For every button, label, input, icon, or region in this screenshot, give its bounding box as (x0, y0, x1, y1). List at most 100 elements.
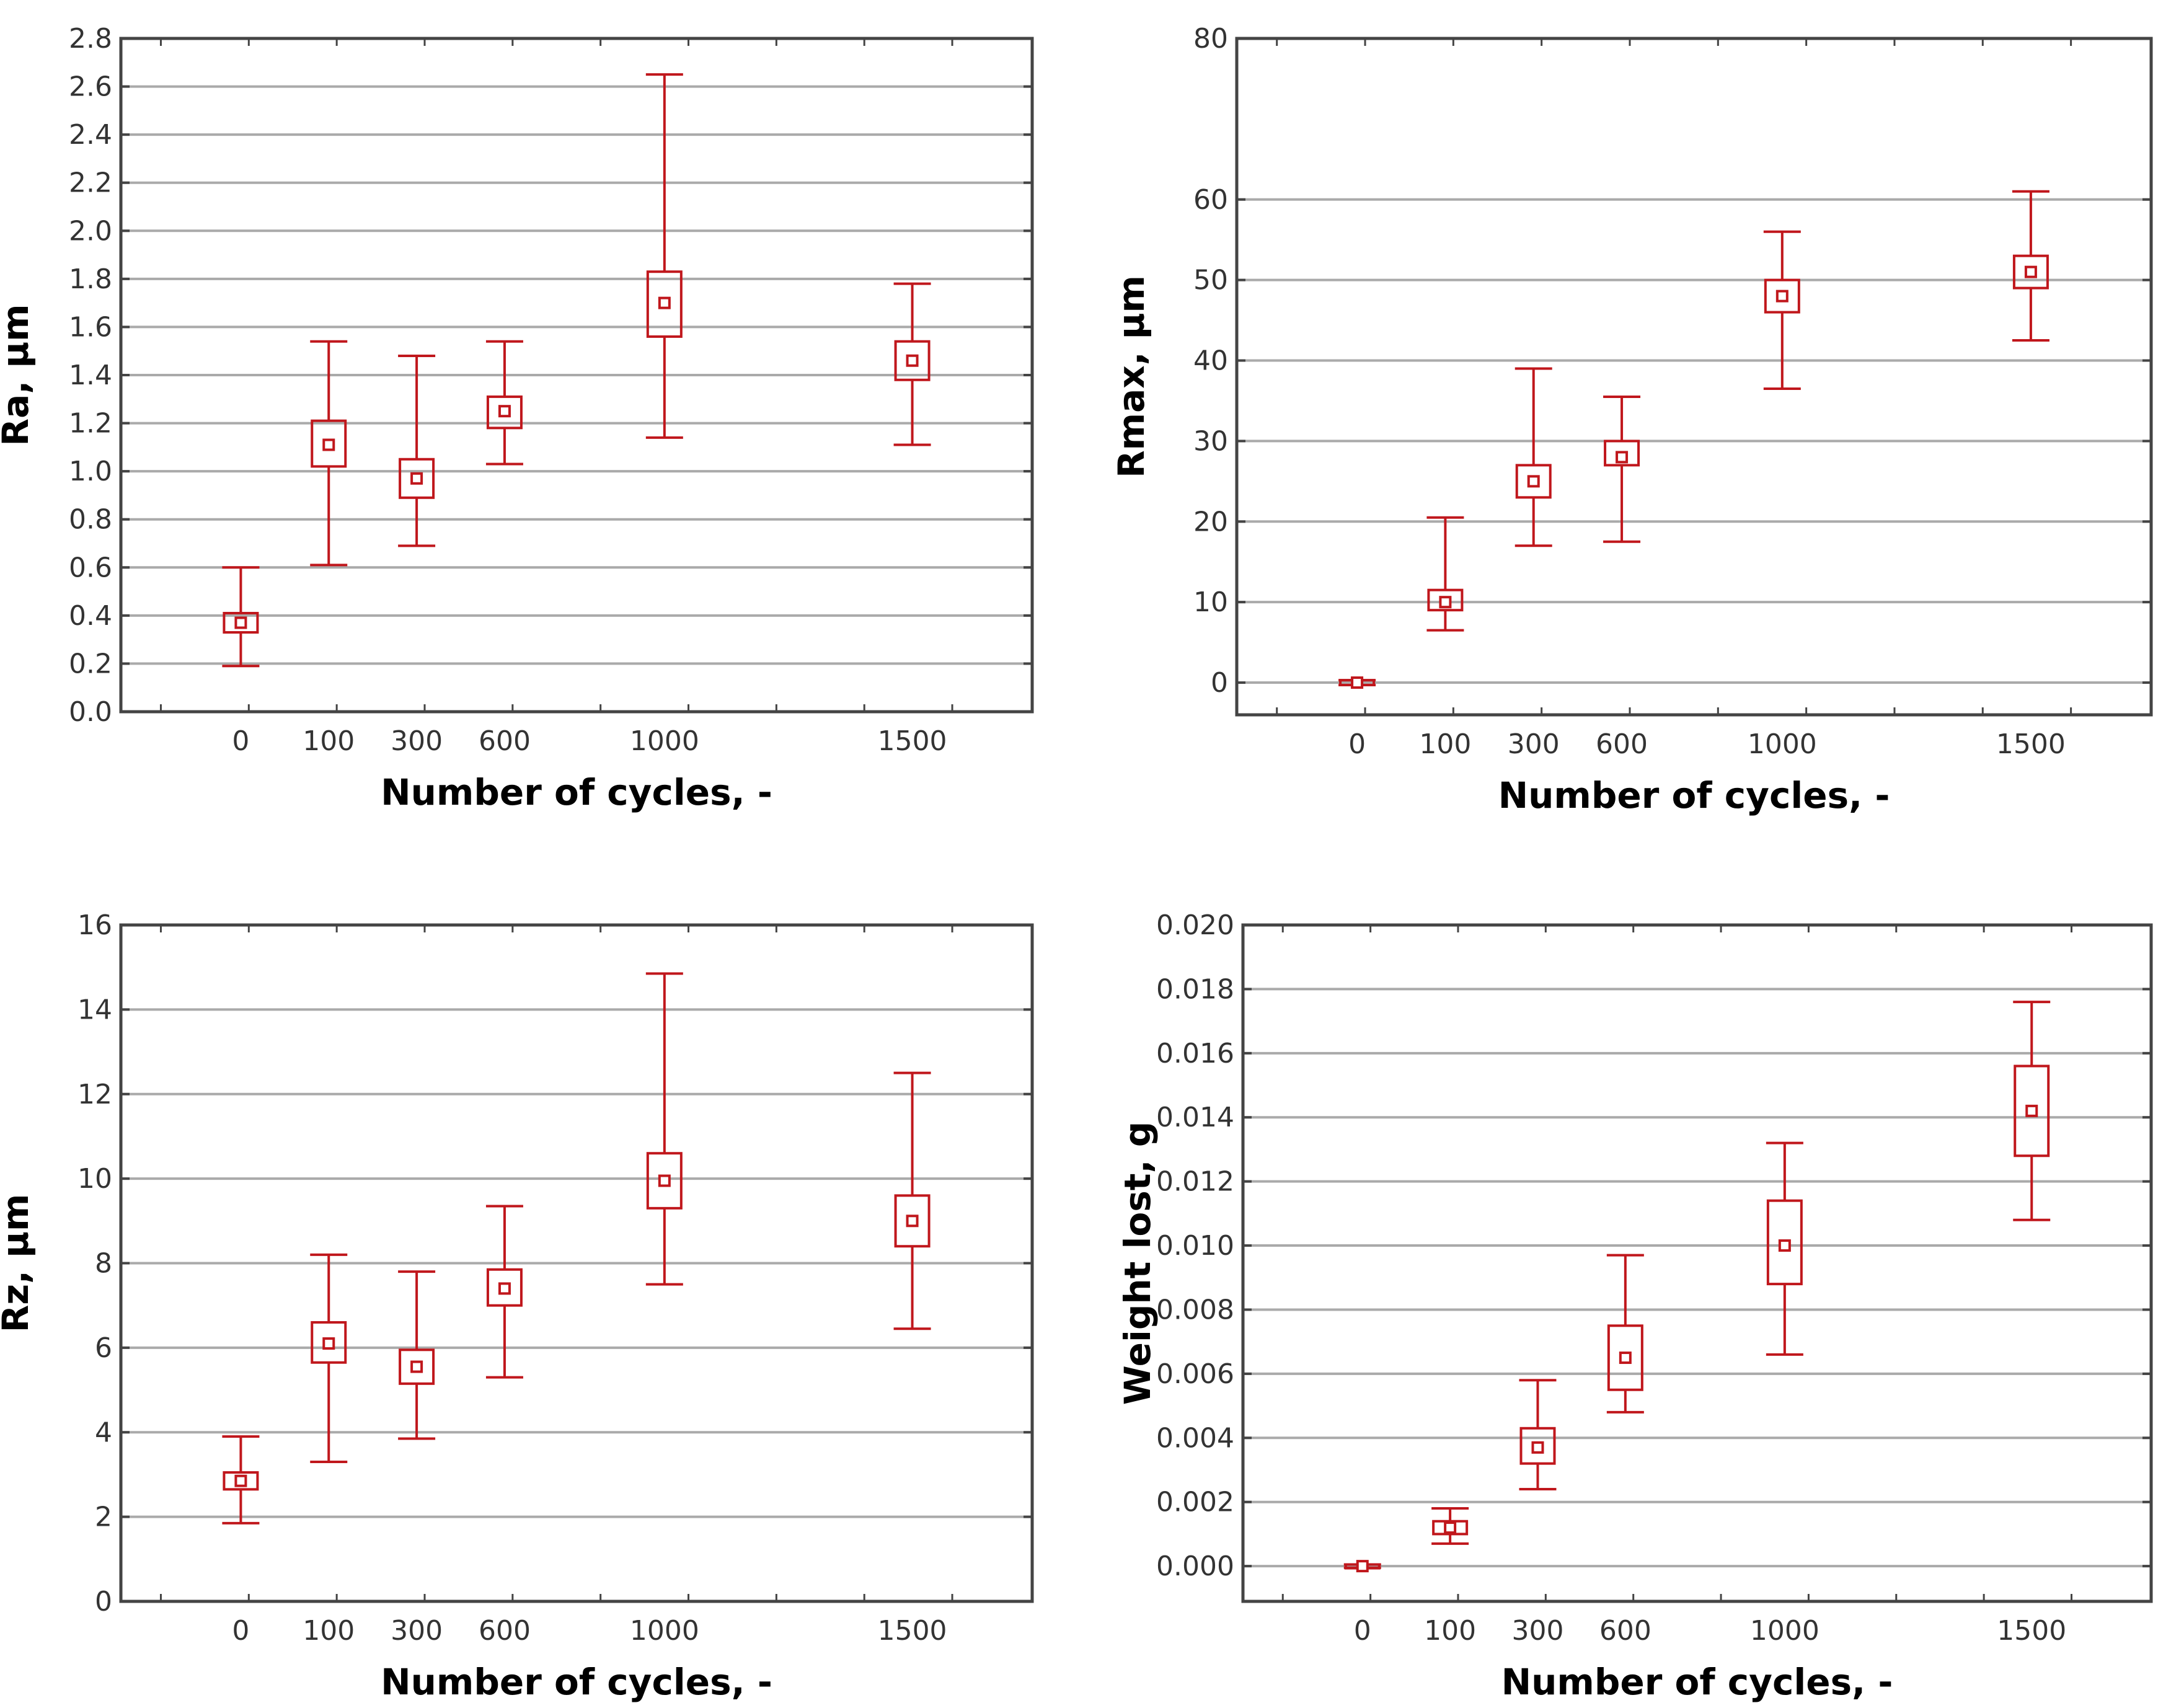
mean-marker (1775, 290, 1789, 303)
x-tick-label: 300 (391, 1615, 443, 1647)
x-tick-label: 100 (1424, 1615, 1476, 1647)
x-tick-label: 300 (391, 725, 443, 757)
box-rect (223, 1471, 259, 1491)
y-tick-label: 2.0 (69, 215, 112, 247)
box-item (645, 73, 683, 439)
y-tick-label: 6 (95, 1332, 112, 1364)
box-item (1338, 676, 1376, 689)
y-tick-label: 16 (77, 909, 112, 941)
mean-marker (322, 1337, 335, 1350)
chart-panel-ra: 0.0 0.2 0.4 0.6 0.8 1.0 1.2 1.4 1.6 1.8 2.0 2.2 2.4 2… (0, 23, 1034, 813)
y-tick-label: 2.4 (69, 119, 112, 151)
box-item (1766, 1141, 1803, 1356)
box-item (1603, 395, 1641, 543)
box-rect (1607, 1324, 1643, 1391)
mean-marker (498, 1282, 511, 1295)
y-tick-label: 0.2 (69, 648, 112, 679)
y-tick-label: 80 (1193, 23, 1228, 55)
x-tick-label: 100 (1419, 728, 1471, 760)
x-axis-label: Number of cycles, - (1498, 774, 1890, 816)
box-rect (399, 458, 435, 499)
box-item (1343, 1560, 1381, 1573)
mean-marker (1619, 1352, 1632, 1365)
box-item (398, 1270, 436, 1440)
y-tick-label: 4 (95, 1417, 112, 1448)
chart-panel-weight-lost: 0.000 0.002 0.004 0.006 0.008 0.010 0.012 0.014… (1116, 909, 2153, 1703)
box-item (310, 1253, 348, 1463)
mean-marker (498, 405, 511, 418)
chart-panel-rz: 0 2 4 6 8 10 12 14 16 0 100 300 600 1000 1500 Number … (0, 909, 1034, 1703)
plot-frame (1235, 37, 2153, 717)
plot-frame (1241, 923, 2153, 1603)
x-tick-label: 600 (479, 725, 531, 757)
x-tick-label: 300 (1508, 728, 1560, 760)
mean-marker (1439, 596, 1452, 609)
mean-marker (1778, 1239, 1791, 1252)
y-tick-label: 0.018 (1156, 973, 1234, 1005)
box-rect (486, 395, 523, 430)
y-tick-label: 0.0 (69, 696, 112, 728)
x-tick-label: 1000 (1748, 728, 1817, 760)
y-tick-label: 10 (77, 1163, 112, 1195)
y-tick-label: 2.6 (69, 71, 112, 103)
x-tick-label: 0 (232, 1615, 249, 1647)
y-tick-label: 0.016 (1156, 1038, 1234, 1069)
y-tick-label: 2.2 (69, 167, 112, 199)
x-tick-label: 0 (232, 725, 249, 757)
mean-marker (1527, 475, 1540, 488)
box-item (1514, 367, 1552, 547)
mean-marker (1531, 1441, 1544, 1454)
x-axis-label: Number of cycles, - (1501, 1661, 1893, 1703)
box-item (485, 340, 523, 466)
x-tick-label: 300 (1511, 1615, 1563, 1647)
x-tick-label: 0 (1354, 1615, 1371, 1647)
y-tick-label: 0.010 (1156, 1230, 1234, 1262)
box-item (1606, 1254, 1644, 1414)
y-tick-label: 30 (1193, 425, 1228, 457)
box-item (1519, 1379, 1557, 1491)
x-tick-label: 0 (1348, 728, 1366, 760)
mean-marker (410, 1360, 423, 1373)
box-rect (311, 419, 347, 468)
y-tick-label: 1.6 (69, 311, 112, 343)
box-rect (486, 1268, 523, 1307)
x-tick-label: 600 (479, 1615, 531, 1647)
mean-marker (410, 472, 423, 485)
box-rect (1764, 278, 1800, 314)
box-item (1763, 230, 1801, 390)
y-tick-label: 0.020 (1156, 909, 1234, 941)
mean-marker (2024, 265, 2037, 278)
box-rect (223, 611, 259, 634)
mean-marker (906, 354, 919, 367)
y-tick-label: 0.012 (1156, 1166, 1234, 1198)
box-rect (1432, 1520, 1469, 1536)
box-item (310, 340, 348, 567)
x-tick-label: 600 (1599, 1615, 1651, 1647)
box-item (1431, 1507, 1469, 1545)
mean-marker (1444, 1521, 1457, 1534)
box-item (398, 354, 436, 547)
y-tick-label: 60 (1193, 184, 1228, 216)
box-rect (646, 270, 683, 338)
box-item (2012, 190, 2049, 342)
x-axis-label: Number of cycles, - (381, 771, 772, 813)
x-tick-label: 1500 (1996, 728, 2066, 760)
box-rect (311, 1321, 347, 1364)
box-rect (1604, 440, 1640, 467)
mean-marker (322, 438, 335, 451)
box-rect (1427, 588, 1464, 612)
y-tick-label: 10 (1193, 586, 1228, 618)
y-tick-label: 1.4 (69, 360, 112, 391)
y-axis-label: Ra, µm (0, 304, 37, 446)
x-tick-label: 1500 (1997, 1615, 2066, 1647)
mean-marker (234, 616, 247, 629)
y-tick-label: 1.0 (69, 456, 112, 487)
y-tick-label: 12 (77, 1079, 112, 1110)
y-axis-label: Rmax, µm (1110, 275, 1152, 478)
box-item (645, 972, 683, 1286)
mean-marker (1351, 676, 1364, 689)
box-rect (1515, 464, 1552, 499)
box-rect (894, 1194, 931, 1248)
x-tick-label: 100 (303, 1615, 355, 1647)
